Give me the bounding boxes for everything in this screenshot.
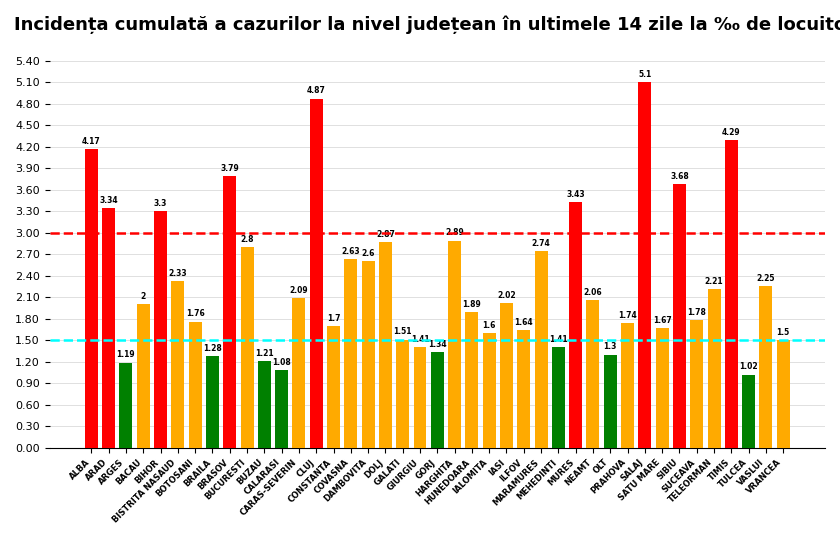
Bar [483, 333, 496, 448]
Text: 1.67: 1.67 [653, 316, 671, 325]
Text: 1.76: 1.76 [186, 309, 204, 319]
Bar [759, 287, 773, 448]
Bar [206, 356, 219, 448]
Text: 2.74: 2.74 [532, 239, 550, 248]
Text: 1.6: 1.6 [482, 321, 496, 330]
Text: 4.87: 4.87 [307, 86, 326, 95]
Bar [500, 303, 513, 448]
Bar [396, 340, 409, 448]
Text: 1.19: 1.19 [117, 350, 135, 360]
Bar [604, 355, 617, 448]
Text: 1.7: 1.7 [327, 314, 340, 323]
Text: 2.8: 2.8 [240, 235, 254, 244]
Text: 2.33: 2.33 [169, 268, 187, 278]
Bar [431, 352, 444, 448]
Text: 3.68: 3.68 [670, 172, 689, 181]
Text: 2.63: 2.63 [342, 247, 360, 256]
Bar [137, 305, 150, 448]
Text: 1.64: 1.64 [514, 318, 533, 327]
Title: Incidența cumulată a cazurilor la nivel județean în ultimele 14 zile la ‰ de loc: Incidența cumulată a cazurilor la nivel … [13, 15, 840, 33]
Text: 1.08: 1.08 [272, 358, 291, 367]
Bar [534, 251, 548, 448]
Bar [656, 328, 669, 448]
Bar [258, 361, 270, 448]
Text: 2.25: 2.25 [757, 274, 775, 284]
Bar [379, 242, 392, 448]
Bar [102, 208, 115, 448]
Text: 1.51: 1.51 [393, 327, 412, 336]
Bar [690, 320, 703, 448]
Text: 3.34: 3.34 [99, 196, 118, 205]
Bar [154, 211, 167, 448]
Text: 2.89: 2.89 [445, 229, 464, 237]
Text: 2.09: 2.09 [290, 286, 308, 295]
Text: 3.79: 3.79 [220, 164, 239, 173]
Bar [586, 300, 600, 448]
Bar [707, 289, 721, 448]
Bar [552, 347, 564, 448]
Bar [638, 82, 651, 448]
Bar [361, 261, 375, 448]
Bar [240, 247, 254, 448]
Text: 2.6: 2.6 [361, 249, 375, 258]
Text: 2.87: 2.87 [376, 230, 395, 239]
Text: 1.5: 1.5 [777, 328, 790, 337]
Bar [413, 347, 427, 448]
Text: 2: 2 [140, 292, 146, 301]
Bar [310, 99, 323, 448]
Bar [673, 184, 686, 448]
Bar [327, 326, 340, 448]
Text: 5.1: 5.1 [638, 70, 652, 79]
Text: 3.3: 3.3 [154, 199, 167, 208]
Bar [777, 340, 790, 448]
Text: 1.78: 1.78 [687, 308, 706, 317]
Text: 2.06: 2.06 [584, 288, 602, 297]
Text: 2.02: 2.02 [497, 291, 516, 300]
Text: 1.21: 1.21 [255, 349, 274, 358]
Bar [743, 375, 755, 448]
Bar [189, 322, 202, 448]
Text: 1.28: 1.28 [203, 344, 222, 353]
Bar [171, 281, 184, 448]
Text: 1.34: 1.34 [428, 340, 447, 349]
Bar [276, 370, 288, 448]
Text: 1.74: 1.74 [618, 311, 637, 320]
Bar [725, 140, 738, 448]
Bar [465, 312, 479, 448]
Bar [85, 149, 97, 448]
Bar [448, 240, 461, 448]
Text: 4.17: 4.17 [82, 136, 101, 146]
Bar [344, 259, 357, 448]
Text: 1.02: 1.02 [739, 363, 758, 371]
Text: 1.89: 1.89 [463, 300, 481, 309]
Bar [292, 298, 306, 448]
Bar [119, 363, 133, 448]
Text: 1.41: 1.41 [549, 335, 568, 343]
Bar [621, 323, 634, 448]
Text: 2.21: 2.21 [705, 277, 723, 286]
Bar [517, 330, 530, 448]
Text: 1.41: 1.41 [411, 335, 429, 343]
Text: 3.43: 3.43 [566, 190, 585, 198]
Text: 4.29: 4.29 [722, 128, 741, 137]
Text: 1.3: 1.3 [604, 342, 617, 351]
Bar [223, 176, 236, 448]
Bar [570, 202, 582, 448]
